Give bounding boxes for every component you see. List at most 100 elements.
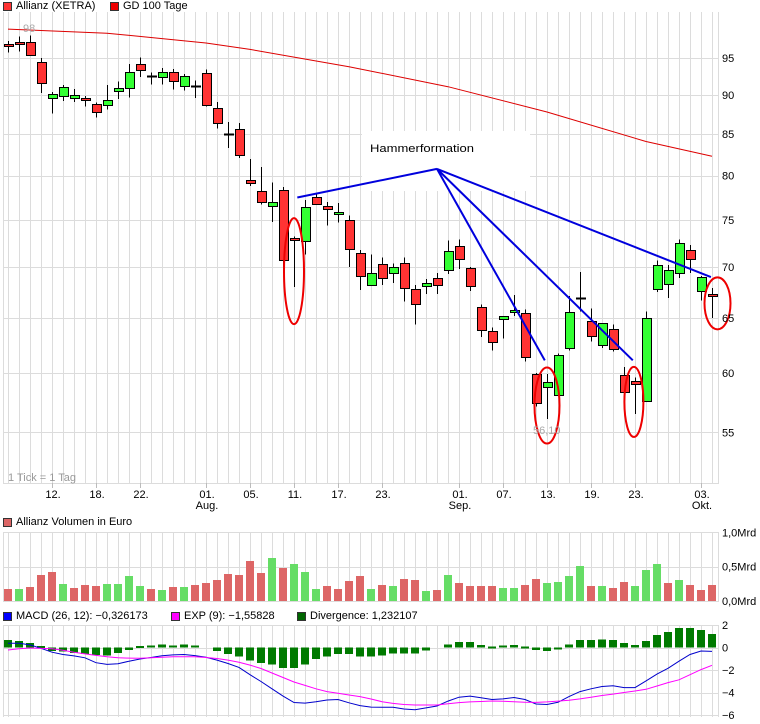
x-axis-label: 12. (45, 489, 60, 501)
volume-bar (400, 579, 408, 601)
divergence-bar (224, 647, 232, 654)
pattern-label-box (362, 131, 530, 191)
candle-body-up (543, 382, 553, 388)
divergence-bar (367, 647, 375, 657)
y-axis-label: 55 (722, 427, 734, 439)
volume-bar (697, 590, 705, 601)
candle (499, 315, 509, 339)
divergence-bar (191, 645, 199, 648)
volume-bar (345, 581, 353, 601)
candle (202, 69, 212, 107)
legend-label: Divergence: 1,232107 (310, 610, 418, 622)
y-axis-label: 0,5Mrd (722, 562, 756, 574)
candle (4, 40, 14, 53)
volume-bar (675, 580, 683, 601)
candle (356, 249, 366, 291)
candle-body-down (81, 98, 91, 101)
legend-label: GD 100 Tage (123, 0, 188, 12)
candle-body-down (433, 278, 443, 286)
x-axis-label: 07. (496, 489, 511, 501)
volume-bar (290, 564, 298, 601)
divergence-bar (279, 647, 287, 668)
candle (48, 91, 58, 114)
candle-body-up (510, 310, 520, 313)
x-axis-month-label: Aug. (196, 500, 219, 512)
candle (378, 257, 388, 286)
divergence-bar (356, 647, 364, 657)
volume-bar (631, 586, 639, 601)
candle (609, 324, 619, 352)
trendlines (297, 167, 712, 362)
candle (312, 193, 322, 205)
trendline (436, 168, 546, 361)
candle-body-down (532, 374, 542, 404)
volume-bar (37, 575, 45, 601)
candle-body-up (125, 72, 135, 89)
volume-bar (70, 588, 78, 601)
volume-bar (499, 588, 507, 601)
x-axis-label: 17. (331, 489, 346, 501)
candle (125, 63, 135, 98)
candle (653, 260, 663, 293)
trendline (436, 167, 712, 278)
candle-body-down (136, 64, 146, 71)
volume-bar (15, 589, 23, 601)
volume-bar (587, 586, 595, 601)
divergence-bar (565, 644, 573, 648)
candle-body-up (301, 207, 311, 242)
divergence-bar (136, 646, 144, 649)
volume-bar (708, 585, 716, 601)
divergence-bar (422, 647, 430, 651)
highlight-ellipse (703, 276, 732, 331)
candle-body-down (488, 331, 498, 343)
divergence-bar (488, 646, 496, 649)
candle (290, 236, 300, 288)
max-value-label: 98 (23, 23, 35, 35)
volume-bar (4, 589, 12, 601)
candle-body-up (565, 312, 575, 349)
candle-body-down (455, 246, 465, 260)
legend-label: Allianz (XETRA) (16, 0, 96, 12)
candle (455, 239, 465, 270)
divergence-bar (290, 647, 298, 668)
volume-bar (103, 584, 111, 601)
divergence-bar (466, 642, 474, 648)
divergence-bar (708, 633, 716, 648)
candles (4, 35, 718, 419)
volume-bar (268, 558, 276, 601)
candle-body-down (213, 108, 223, 124)
candle-body-down (37, 62, 47, 84)
divergence-bar (48, 647, 56, 652)
divergence-bar (323, 647, 331, 657)
y-axis-label: 70 (722, 262, 734, 274)
legend-item-gd-100-tage: GD 100 Tage (110, 0, 188, 12)
candle (697, 276, 707, 301)
volume-bar (158, 590, 166, 601)
candle-body-down (378, 264, 388, 279)
volume-bar (367, 589, 375, 601)
y-axis-label: −6 (722, 710, 735, 722)
candle-body-up (158, 72, 168, 78)
divergence-bar (59, 647, 67, 652)
divergence-bar (697, 630, 705, 648)
candle (411, 285, 421, 325)
divergence-bar (103, 647, 111, 656)
y-axis-label: 2 (722, 620, 728, 632)
divergence-bar (180, 644, 188, 648)
highlight-ellipse (623, 365, 645, 438)
divergence-bars (4, 628, 716, 668)
candle (642, 311, 652, 402)
volume-bar (521, 585, 529, 601)
x-axis-label: 18. (89, 489, 104, 501)
y-axis-label: 0,0Mrd (722, 596, 756, 608)
x-axis-label: 11. (288, 489, 302, 501)
y-axis-label: 85 (722, 129, 734, 141)
y-axis-label: 60 (722, 368, 734, 380)
volume-bar (323, 586, 331, 601)
volume-bar (169, 587, 177, 601)
candle-body-up (389, 267, 399, 274)
candle (246, 158, 256, 187)
candle-body-down (686, 250, 696, 260)
divergence-bar (15, 640, 23, 648)
candle (15, 36, 25, 52)
